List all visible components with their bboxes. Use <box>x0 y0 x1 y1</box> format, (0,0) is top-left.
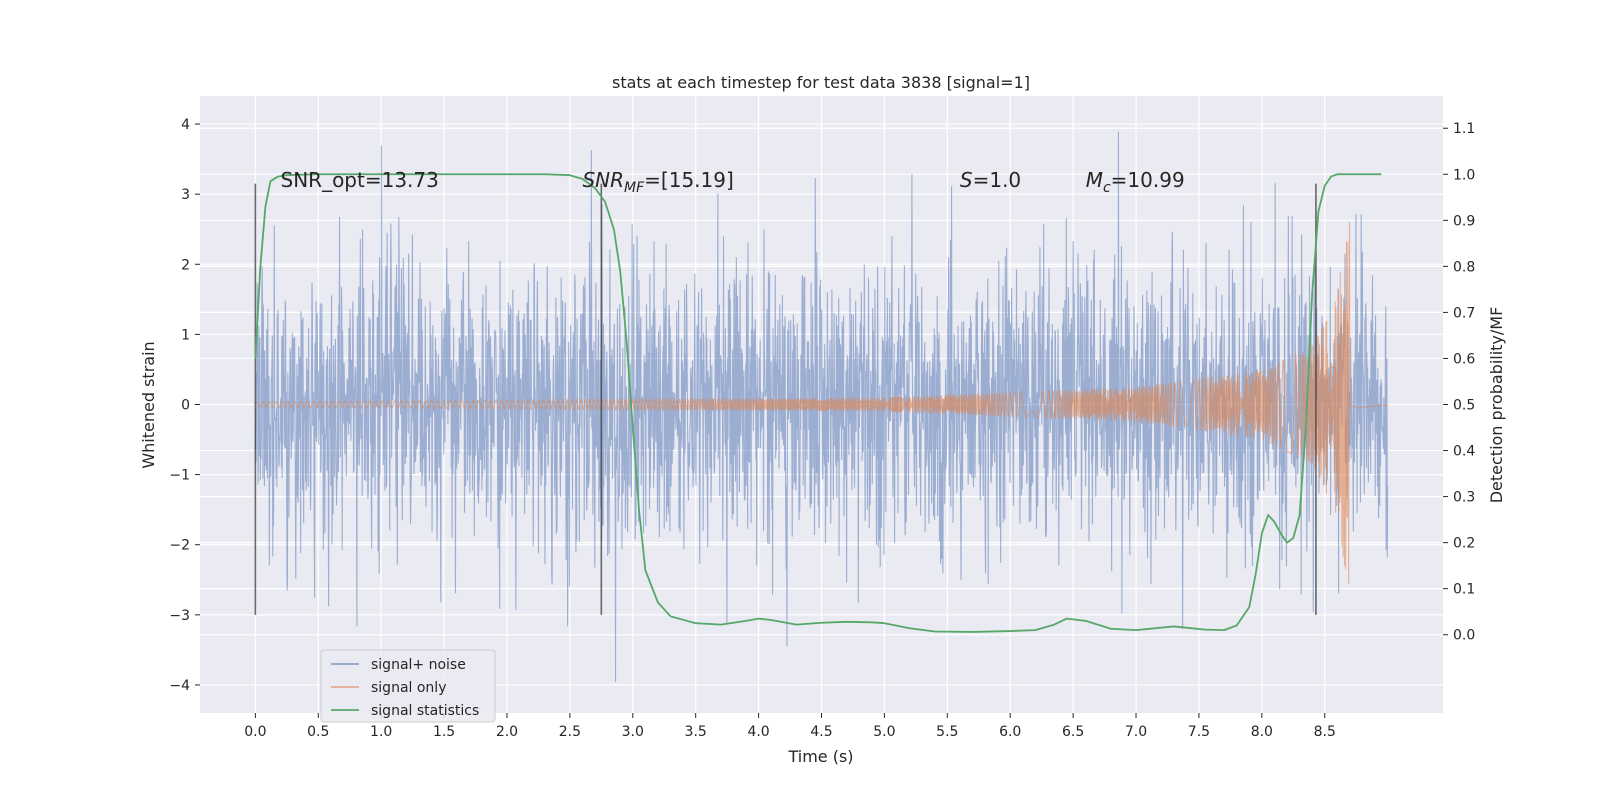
y-axis-ticks: 4 3 2 1 0 −1 −2 −3 −4 <box>169 117 200 694</box>
x-tick-label: 1.0 <box>370 724 392 740</box>
y2-axis-label: Detection probability/MF <box>1487 307 1506 504</box>
legend-box <box>320 649 496 723</box>
y2-tick-label: 1.1 <box>1453 121 1475 137</box>
y2-tick-label: 0.5 <box>1453 398 1475 414</box>
x-tick-label: 2.0 <box>496 724 518 740</box>
y-tick-label: −4 <box>169 678 190 694</box>
x-tick-label: 1.5 <box>433 724 455 740</box>
x-tick-label: 6.5 <box>1062 724 1084 740</box>
y-tick-label: 2 <box>181 257 190 273</box>
signal-plus-noise-line <box>254 131 1389 683</box>
y2-tick-label: 1.0 <box>1453 167 1475 183</box>
x-tick-label: 4.0 <box>747 724 769 740</box>
x-axis-ticks: 0.0 0.5 1.0 1.5 2.0 2.5 3.0 3.5 4.0 4.5 5.0 5.5 6.0 6… <box>244 713 1336 740</box>
y2-tick-label: 0.6 <box>1453 351 1475 367</box>
y2-tick-label: 0.1 <box>1453 582 1475 598</box>
x-axis-label: Time (s) <box>787 747 853 766</box>
x-tick-label: 5.5 <box>936 724 958 740</box>
legend: signal+ noise signal only signal statistic… <box>320 649 496 723</box>
y-tick-label: 4 <box>181 117 190 133</box>
y2-tick-label: 0.0 <box>1453 628 1475 644</box>
signal-plus-noise-series <box>254 131 1389 683</box>
x-tick-label: 3.5 <box>685 724 707 740</box>
y-tick-label: 0 <box>181 398 190 414</box>
y-tick-label: −2 <box>169 538 190 554</box>
y-axis-label: Whitened strain <box>139 341 158 468</box>
y-tick-label: −1 <box>169 468 190 484</box>
y2-axis-ticks: 1.1 1.0 0.9 0.8 0.7 0.6 0.5 0.4 0.3 0.2 0.1 0.0 <box>1443 121 1475 644</box>
x-tick-label: 5.0 <box>873 724 895 740</box>
signal-only-series <box>254 222 1388 584</box>
signal-statistics-line <box>254 173 1382 633</box>
x-tick-label: 7.0 <box>1125 724 1147 740</box>
x-tick-label: 4.5 <box>810 724 832 740</box>
annotation-snr-mf: SNRMF=[15.19] <box>582 168 733 196</box>
y2-tick-label: 0.2 <box>1453 536 1475 552</box>
y2-tick-label: 0.4 <box>1453 444 1475 460</box>
y2-tick-label: 0.7 <box>1453 305 1475 321</box>
legend-label: signal only <box>371 680 446 696</box>
annotation-snr-opt: SNR_opt=13.73 <box>281 168 439 192</box>
x-tick-label: 0.0 <box>244 724 266 740</box>
y2-tick-label: 0.3 <box>1453 490 1475 506</box>
x-tick-label: 2.5 <box>559 724 581 740</box>
legend-label: signal statistics <box>371 703 479 719</box>
legend-label: signal+ noise <box>371 657 466 673</box>
x-tick-label: 0.5 <box>307 724 329 740</box>
signal-statistics-series <box>254 173 1382 633</box>
x-tick-label: 8.5 <box>1314 724 1336 740</box>
y2-tick-label: 0.8 <box>1453 259 1475 275</box>
chart-title: stats at each timestep for test data 383… <box>612 73 1030 92</box>
x-tick-label: 7.5 <box>1188 724 1210 740</box>
x-tick-label: 3.0 <box>622 724 644 740</box>
signal-only-line <box>254 222 1388 584</box>
x-tick-label: 8.0 <box>1251 724 1273 740</box>
annotation-s-value: S=1.0 <box>960 168 1021 192</box>
y2-tick-label: 0.9 <box>1453 213 1475 229</box>
x-tick-label: 6.0 <box>999 724 1021 740</box>
annotations: SNR_opt=13.73 SNRMF=[15.19] S=1.0 Mc=10.99 <box>281 168 1185 196</box>
y-tick-label: −3 <box>169 608 190 624</box>
y-tick-label: 3 <box>181 187 190 203</box>
y-tick-label: 1 <box>181 327 190 343</box>
annotation-chirp-mass: Mc=10.99 <box>1086 168 1185 196</box>
